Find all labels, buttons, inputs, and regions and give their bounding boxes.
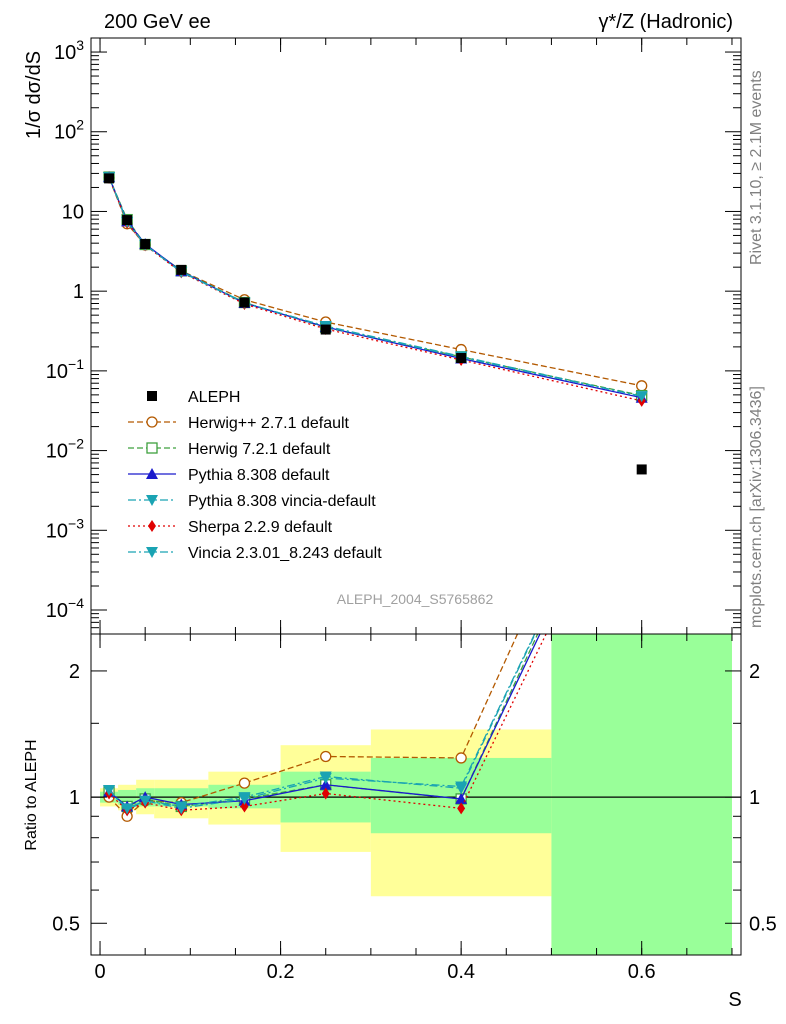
ratio-4-point: [321, 787, 330, 800]
legend-label: Vincia 2.3.01_8.243 default: [188, 545, 382, 562]
main-y-tick-label: 1: [73, 281, 84, 303]
legend: ALEPH Herwig++ 2.7.1 default Herwig 7.2.1 …: [128, 389, 382, 562]
legend-marker: [146, 468, 158, 479]
main-y-tick-label: 10−2: [46, 436, 84, 463]
ratio-line-4: [108, 634, 547, 812]
x-tick-label: 0: [94, 961, 105, 983]
ratio-y-axis-label: Ratio to ALEPH: [23, 739, 40, 850]
ratio-line-3: [108, 634, 536, 812]
data-point: [320, 324, 331, 335]
ratio-5-point: [121, 803, 134, 815]
legend-label: Pythia 8.308 default: [188, 467, 330, 484]
legend-label: Sherpa 2.2.9 default: [188, 519, 333, 536]
uncertainty-band-green: [551, 634, 732, 955]
data-point: [140, 239, 151, 250]
header-right: γ*/Z (Hadronic): [599, 11, 733, 33]
x-tick-label: 0.2: [267, 961, 295, 983]
series-line-5: [108, 177, 642, 397]
ratio-0-point: [455, 752, 467, 764]
rivet-version-label: Rivet 3.1.10, ≥ 2.1M events: [748, 70, 765, 265]
data-point: [456, 353, 467, 364]
main-y-tick-label: 102: [54, 117, 84, 144]
x-tick-label: 0.4: [447, 961, 475, 983]
legend-marker: [147, 391, 157, 401]
x-tick-label: 0.6: [628, 961, 656, 983]
main-y-tick-label: 10−4: [46, 595, 84, 622]
legend-label: Pythia 8.308 vincia-default: [188, 493, 376, 510]
ratio-y-tick-label: 0.5: [52, 913, 80, 935]
ratio-0-point: [238, 777, 251, 789]
data-point: [122, 215, 133, 226]
ratio-5-point: [139, 795, 152, 807]
data-point: [104, 173, 115, 184]
ratio-y-tick-label: 2: [69, 661, 80, 683]
legend-label: Herwig++ 2.7.1 default: [188, 415, 350, 432]
series-line-3: [108, 176, 642, 397]
legend-label: Herwig 7.2.1 default: [188, 441, 331, 458]
data-point: [239, 297, 250, 308]
ratio-5-point: [455, 781, 468, 793]
main-y-axis-label: 1/σ dσ/dS: [23, 51, 45, 139]
main-y-tick-label: 10: [62, 201, 84, 223]
ratio-y-tick-label: 1: [69, 787, 80, 809]
series-5-point: [635, 391, 648, 403]
ratio-4-point: [457, 802, 466, 815]
ratio-line-5: [108, 634, 536, 810]
series-0-point: [636, 380, 648, 392]
ratio-y-tick-label-right: 0.5: [749, 913, 777, 935]
legend-label: ALEPH: [188, 389, 240, 406]
main-y-tick-label: 10−1: [46, 356, 84, 383]
data-point: [176, 264, 187, 275]
ratio-y-tick-label-right: 2: [749, 661, 760, 683]
main-y-tick-label: 10−3: [46, 515, 84, 542]
legend-marker: [146, 495, 158, 506]
ratio-5-point: [238, 793, 251, 805]
ratio-5-point: [103, 784, 116, 796]
series-line-0: [108, 177, 642, 387]
legend-marker: [148, 520, 156, 532]
x-axis-label: S: [728, 989, 741, 1011]
legend-marker: [146, 547, 158, 558]
data-point: [636, 464, 647, 475]
mcplots-label: mcplots.cern.ch [arXiv:1306.3436]: [748, 386, 765, 628]
ratio-5-point: [319, 773, 332, 785]
ratio-0-point: [320, 750, 332, 763]
ratio-5-point: [175, 803, 188, 815]
series-line-1: [108, 176, 642, 397]
series-line-4: [108, 177, 642, 402]
series-line-2: [108, 176, 642, 399]
analysis-id: ALEPH_2004_S5765862: [337, 591, 494, 607]
legend-marker: [146, 442, 158, 454]
ratio-y-tick-label-right: 1: [749, 787, 760, 809]
ratio-4-point: [240, 800, 249, 813]
ratio-2-point: [319, 778, 332, 790]
main-y-tick-label: 103: [54, 37, 84, 64]
legend-marker: [146, 416, 158, 428]
header-left: 200 GeV ee: [104, 11, 211, 33]
